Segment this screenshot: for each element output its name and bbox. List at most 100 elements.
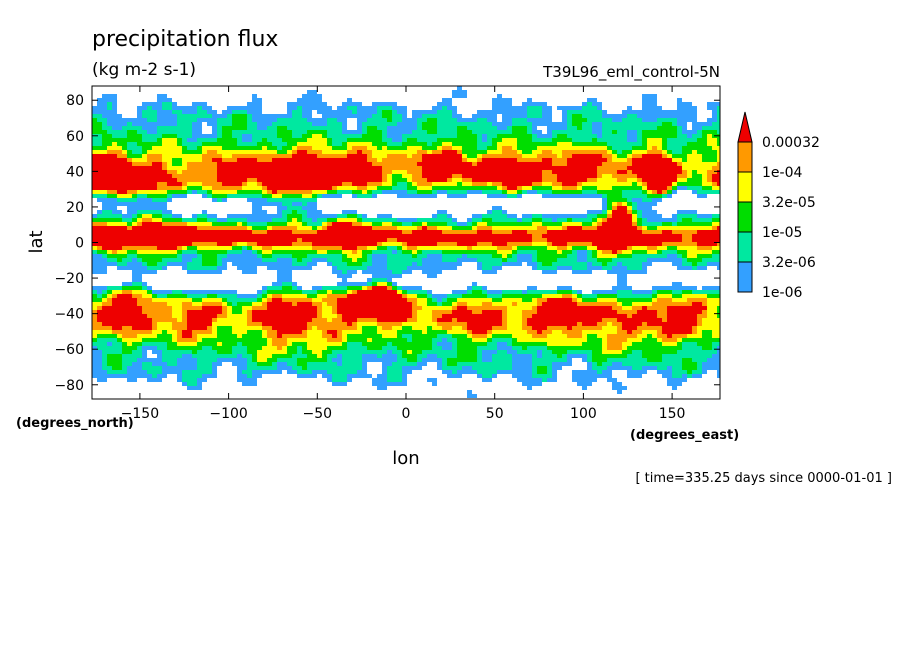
field-cell (187, 142, 193, 147)
field-cell (412, 210, 418, 215)
field-cell (507, 242, 513, 247)
field-cell (327, 202, 333, 207)
field-cell (477, 98, 483, 103)
field-cell (312, 198, 318, 203)
field-cell (502, 142, 508, 147)
field-cell (492, 230, 498, 235)
field-cell (652, 238, 658, 243)
field-cell (197, 106, 203, 111)
field-cell (237, 106, 243, 111)
field-cell (332, 90, 338, 95)
field-cell (192, 118, 198, 123)
field-cell (322, 102, 328, 107)
field-cell (587, 222, 593, 227)
field-cell (152, 218, 158, 223)
field-cell (477, 106, 483, 111)
field-cell (697, 174, 703, 179)
field-cell (652, 126, 658, 131)
field-cell (112, 134, 118, 139)
field-cell (262, 218, 268, 223)
field-cell (397, 214, 403, 219)
field-cell (577, 162, 583, 167)
field-cell (542, 146, 548, 151)
field-cell (272, 122, 278, 127)
field-cell (477, 206, 483, 211)
field-cell (427, 134, 433, 139)
field-cell (507, 182, 513, 187)
field-cell (377, 142, 383, 147)
field-cell (407, 134, 413, 139)
field-cell (372, 178, 378, 183)
field-cell (427, 142, 433, 147)
field-cell (267, 110, 273, 115)
field-cell (227, 234, 233, 239)
field-cell (502, 130, 508, 135)
field-cell (147, 170, 153, 175)
field-cell (697, 230, 703, 235)
field-cell (152, 102, 158, 107)
field-cell (647, 126, 653, 131)
field-cell (452, 114, 458, 119)
field-cell (432, 106, 438, 111)
field-cell (697, 186, 703, 191)
field-cell (112, 202, 118, 207)
field-cell (172, 122, 178, 127)
field-cell (337, 146, 343, 151)
field-cell (467, 190, 473, 195)
field-cell (327, 106, 333, 111)
field-cell (177, 198, 183, 203)
field-cell (602, 150, 608, 155)
field-cell (342, 214, 348, 219)
field-cell (422, 110, 428, 115)
field-cell (647, 150, 653, 155)
field-cell (177, 174, 183, 179)
field-cell (692, 130, 698, 135)
field-cell (342, 218, 348, 223)
field-cell (682, 98, 688, 103)
field-cell (212, 134, 218, 139)
field-cell (172, 182, 178, 187)
field-cell (582, 170, 588, 175)
field-cell (182, 90, 188, 95)
field-cell (347, 114, 353, 119)
field-cell (132, 198, 138, 203)
field-cell (282, 106, 288, 111)
field-cell (547, 134, 553, 139)
field-cell (97, 130, 103, 135)
field-cell (192, 134, 198, 139)
field-cell (127, 138, 133, 143)
field-cell (312, 102, 318, 107)
field-cell (382, 126, 388, 131)
field-cell (637, 114, 643, 119)
field-cell (377, 198, 383, 203)
field-cell (432, 198, 438, 203)
field-cell (227, 198, 233, 203)
field-cell (702, 214, 708, 219)
field-cell (352, 170, 358, 175)
field-cell (392, 222, 398, 227)
field-cell (507, 126, 513, 131)
field-cell (157, 242, 163, 247)
field-cell (587, 162, 593, 167)
field-cell (307, 162, 313, 167)
field-cell (482, 98, 488, 103)
field-cell (422, 186, 428, 191)
field-cell (272, 94, 278, 99)
field-cell (272, 234, 278, 239)
field-cell (622, 94, 628, 99)
field-cell (352, 166, 358, 171)
field-cell (182, 186, 188, 191)
field-cell (677, 102, 683, 107)
field-cell (652, 178, 658, 183)
field-cell (572, 226, 578, 231)
field-cell (397, 206, 403, 211)
field-cell (427, 210, 433, 215)
field-cell (567, 226, 573, 231)
field-cell (622, 98, 628, 103)
field-cell (517, 190, 523, 195)
field-cell (217, 170, 223, 175)
field-cell (717, 238, 720, 243)
field-cell (627, 94, 633, 99)
field-cell (562, 218, 568, 223)
field-cell (232, 90, 238, 95)
